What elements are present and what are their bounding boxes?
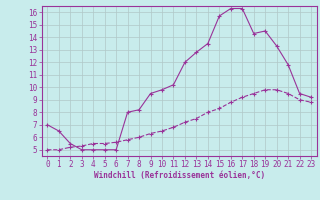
- X-axis label: Windchill (Refroidissement éolien,°C): Windchill (Refroidissement éolien,°C): [94, 171, 265, 180]
